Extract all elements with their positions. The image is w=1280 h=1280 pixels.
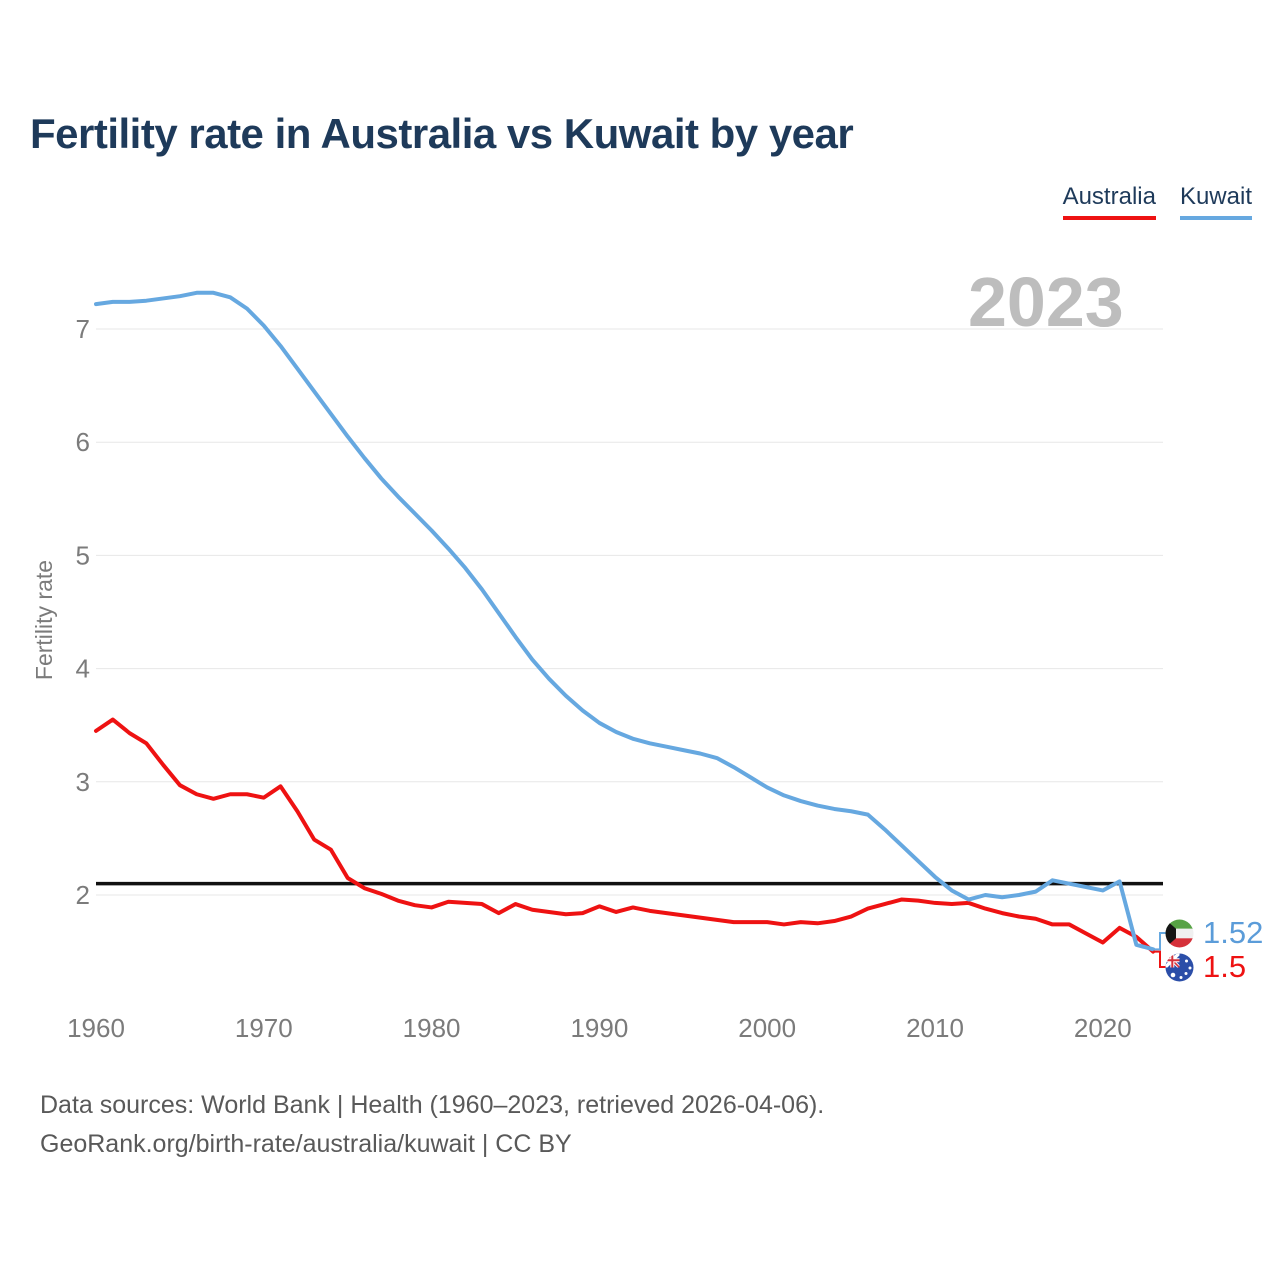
y-tick-label: 5 [76,540,90,570]
x-tick-label: 2000 [738,1013,796,1043]
series-kuwait-line[interactable] [94,290,1156,952]
x-tick-label: 1990 [570,1013,628,1043]
footer-url-line: GeoRank.org/birth-rate/australia/kuwait … [40,1130,572,1158]
y-tick-label: 2 [76,880,90,910]
page-title: Fertility rate in Australia vs Kuwait by… [30,110,854,157]
australia-end-value: 1.5 [1203,949,1247,984]
y-tick-label: 4 [76,654,90,684]
series-australia-line[interactable] [94,717,1156,954]
year-watermark: 2023 [968,263,1124,341]
legend-label-australia: Australia [1062,183,1156,210]
x-tick-label: 1980 [403,1013,461,1043]
australia-flag-icon [1165,953,1194,981]
end-label-connector-kuwait [1153,932,1168,951]
legend-label-kuwait: Kuwait [1179,183,1252,210]
legend: Australia Kuwait [1062,183,1252,220]
legend-item-kuwait[interactable]: Kuwait [1179,183,1252,220]
y-tick-label: 7 [76,314,90,344]
kuwait-flag-icon [1165,919,1194,947]
australia-end-label: 1.5 [1165,949,1247,984]
kuwait-end-value: 1.52 [1203,915,1264,950]
x-tick-label: 1960 [67,1013,125,1043]
end-label-connector-australia [1153,950,1168,968]
legend-item-australia[interactable]: Australia [1062,183,1156,220]
footer-sources-line: Data sources: World Bank | Health (1960–… [40,1091,825,1119]
y-tick-label: 3 [76,767,90,797]
x-tick-label: 1970 [235,1013,293,1043]
footer: Data sources: World Bank | Health (1960–… [40,1086,824,1164]
x-tick-label: 2010 [906,1013,964,1043]
kuwait-end-label: 1.52 [1165,915,1264,950]
x-tick-label: 2020 [1074,1013,1132,1043]
y-tick-label: 6 [76,427,90,457]
